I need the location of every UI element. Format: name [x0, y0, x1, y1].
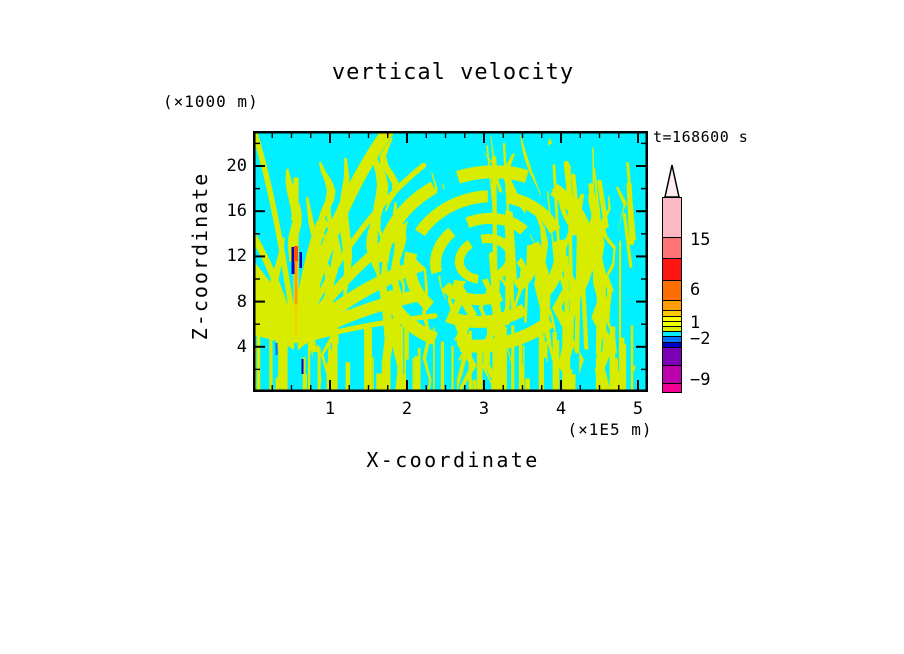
colorbar-segment	[662, 258, 682, 281]
colorbar	[662, 164, 682, 393]
x-tick-label: 2	[401, 399, 413, 419]
contour-field	[255, 133, 646, 390]
x-tick-label: 5	[632, 399, 644, 419]
x-tick-label: 1	[324, 399, 336, 419]
colorbar-segment	[662, 237, 682, 259]
y-tick-label: 12	[226, 246, 247, 267]
x-axis-unit-label: (×1E5 m)	[567, 420, 653, 439]
contour-plot-canvas	[253, 131, 648, 392]
colorbar-tick-label: 1	[690, 313, 701, 333]
colorbar-segment	[662, 197, 682, 238]
plot-frame-border	[253, 131, 648, 392]
colorbar-tick-label: −9	[690, 370, 711, 390]
chart-title: vertical velocity	[331, 60, 575, 85]
colorbar-tick-label: −2	[690, 329, 711, 349]
colorbar-tick-label: 15	[690, 230, 711, 250]
x-tick-label: 3	[478, 399, 490, 419]
colorbar-segment	[662, 280, 682, 301]
y-axis-title: Z-coordinate	[188, 171, 212, 341]
axis-ticks	[255, 133, 646, 390]
y-axis-unit-label: (×1000 m)	[163, 92, 259, 111]
colorbar-segment	[662, 347, 682, 366]
x-axis-title: X-coordinate	[366, 448, 540, 472]
colorbar-segments	[662, 197, 682, 393]
colorbar-segment	[662, 365, 682, 384]
y-tick-label: 20	[226, 156, 247, 176]
colorbar-tick-label: 6	[690, 280, 701, 300]
y-tick-label: 8	[236, 291, 247, 312]
x-tick-label: 4	[555, 399, 567, 419]
y-tick-label: 16	[226, 201, 247, 222]
time-annotation: t=168600 s	[653, 128, 749, 146]
y-tick-label: 4	[236, 336, 247, 357]
colorbar-segment	[662, 383, 682, 393]
colorbar-arrow-icon	[664, 164, 680, 198]
